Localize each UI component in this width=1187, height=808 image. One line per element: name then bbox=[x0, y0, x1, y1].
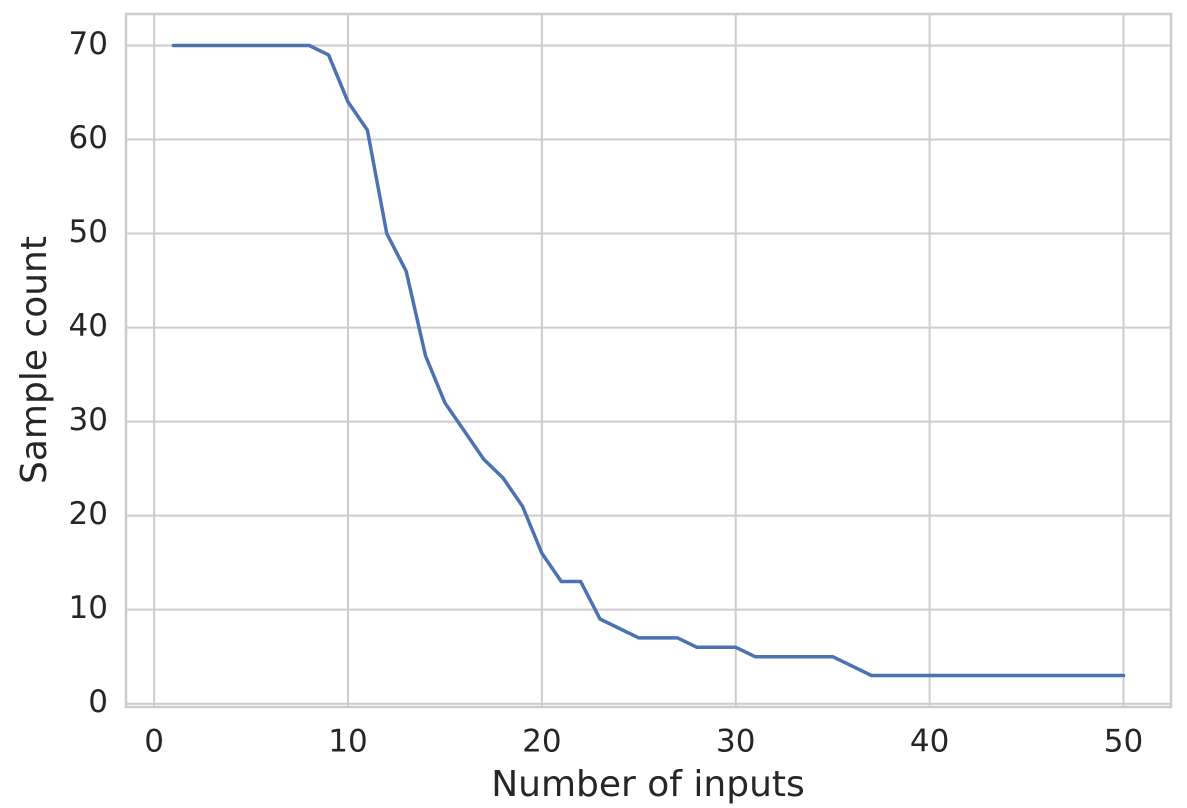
y-tick-label: 20 bbox=[69, 496, 108, 532]
y-tick-label: 60 bbox=[69, 120, 108, 156]
y-tick-label: 10 bbox=[69, 590, 108, 626]
y-tick-label: 50 bbox=[69, 214, 108, 250]
y-tick-label: 30 bbox=[69, 402, 108, 438]
x-tick-label: 0 bbox=[144, 724, 164, 760]
y-axis-label: Sample count bbox=[14, 236, 55, 484]
x-tick-label: 40 bbox=[910, 724, 949, 760]
line bbox=[171, 43, 1126, 678]
y-tick-label: 0 bbox=[88, 684, 108, 720]
x-tick-label: 30 bbox=[716, 724, 755, 760]
y-tick-label: 70 bbox=[69, 26, 108, 62]
x-tick-label: 20 bbox=[522, 724, 561, 760]
plot-frame bbox=[124, 12, 1173, 709]
y-tick-label: 40 bbox=[69, 308, 108, 344]
x-axis-label: Number of inputs bbox=[491, 764, 805, 805]
x-tick-label: 50 bbox=[1104, 724, 1143, 760]
x-tick-label: 10 bbox=[328, 724, 367, 760]
